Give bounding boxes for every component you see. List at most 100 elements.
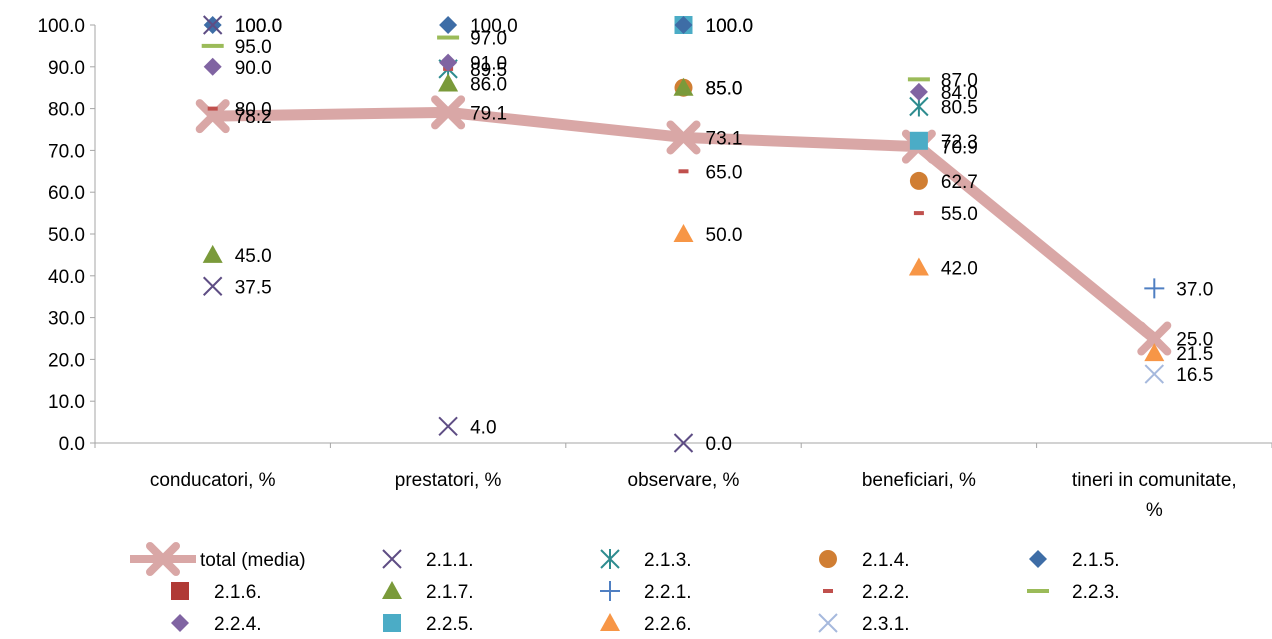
legend-label: 2.2.3. [1072,582,1120,603]
legend-marker [171,614,189,632]
data-point [673,224,694,242]
data-label: 79.1 [470,103,507,124]
data-point-shape [909,82,928,101]
data-label: 25.0 [1176,330,1213,351]
legend-marker-shape [819,550,837,568]
data-label: 100.0 [706,16,754,37]
legend-label: 2.1.7. [426,582,474,603]
data-point-shape [909,131,928,150]
data-label: 85.0 [706,79,743,100]
data-label: 4.0 [470,417,496,438]
legend-marker-shape [171,614,189,632]
legend-label: 2.3.1. [862,614,910,635]
data-label: 87.0 [941,70,978,91]
data-label: 16.5 [1176,365,1213,386]
y-tick-label: 0.0 [59,434,85,455]
data-label: 89.5 [470,60,507,81]
data-point [437,35,460,40]
data-label: 73.1 [706,128,743,149]
legend-label: 2.2.4. [214,614,262,635]
data-label: 62.7 [941,172,978,193]
data-label: 0.0 [706,434,732,455]
data-point [431,95,466,130]
legend-marker-shape [1029,550,1047,568]
data-point [439,53,458,72]
data-point [673,77,694,96]
legend-label: 2.1.1. [426,550,474,571]
data-point-shape [1144,278,1165,299]
legend-label: 2.1.4. [862,550,910,571]
legend-label: 2.2.6. [644,614,692,635]
legend-label: total (media) [200,550,306,571]
legend-entry: 2.2.2. [823,582,910,603]
legend-entry: 2.1.3. [600,549,692,571]
legend-marker [600,581,620,601]
legend-entry: 2.1.6. [171,582,262,603]
data-point-shape [438,73,459,92]
data-point-shape [908,257,929,276]
data-label: 21.5 [1176,344,1213,365]
data-point [202,244,223,263]
y-tick-label: 20.0 [48,350,85,371]
data-point [207,106,218,111]
data-point [438,416,458,436]
data-label: 97.0 [470,29,507,50]
data-point-shape [202,276,223,296]
legend-label: 2.1.3. [644,550,692,571]
data-point [438,73,459,92]
legend-entry: 2.1.4. [819,550,910,571]
legend-entry: 2.1.1. [382,549,474,571]
y-tick-label: 70.0 [48,141,85,162]
data-label: 90.0 [235,58,272,79]
x-category-label: observare, % [628,470,740,491]
legend-label: 2.2.2. [862,582,910,603]
data-point-shape [913,211,924,216]
data-label: 95.0 [235,37,272,58]
legend-marker [600,549,620,569]
data-point-shape [437,35,460,40]
data-point [195,99,230,134]
data-label: 91.0 [470,54,507,75]
y-tick-label: 80.0 [48,100,85,121]
legend-entry: total (media) [130,542,306,576]
legend-marker [600,613,620,631]
data-point [1144,343,1165,362]
legend-entry: 2.2.4. [171,614,262,635]
data-point-shape [673,224,694,242]
data-point-shape [1137,321,1172,356]
data-point [203,57,222,76]
data-label: 42.0 [941,258,978,279]
data-point [674,16,693,34]
data-point [907,77,930,82]
data-point [673,433,694,453]
legend-marker [1027,589,1049,593]
legend-marker-shape [600,581,620,601]
data-point-shape [439,53,458,72]
y-tick-label: 60.0 [48,183,85,204]
legend-label: 2.1.6. [214,582,262,603]
x-category-label: conducatori, % [150,470,276,491]
legend-marker [818,613,838,633]
legend-marker [171,582,189,600]
legend-marker [146,542,180,576]
legend-entry: 2.1.7. [382,581,474,603]
data-point-shape [202,244,223,263]
legend-marker-shape [171,582,189,600]
data-point-shape [202,15,223,35]
data-point [1144,278,1165,299]
data-point-shape [907,77,930,82]
data-point [202,15,223,35]
x-category-label: beneficiari, % [862,470,976,491]
data-point [439,16,458,34]
y-tick-label: 10.0 [48,392,85,413]
legend-entry: 2.2.5. [383,614,474,635]
data-label: 100.0 [235,16,283,37]
data-point-shape [1144,343,1165,362]
data-label: 70.9 [941,138,978,159]
y-tick-label: 50.0 [48,225,85,246]
legend-marker-shape [146,542,180,576]
y-tick-label: 30.0 [48,309,85,330]
data-point [909,131,928,150]
data-point-shape [673,77,694,96]
